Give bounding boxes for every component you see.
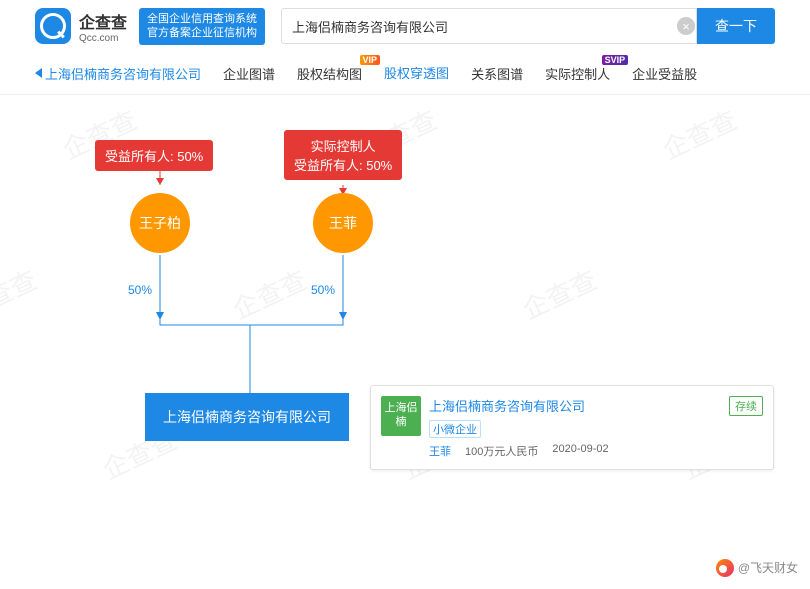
- person-node-1[interactable]: 王子柏: [130, 193, 190, 253]
- brand-en: Qcc.com: [79, 33, 127, 44]
- search-button[interactable]: 查一下: [697, 8, 775, 44]
- registered-capital: 100万元人民币: [465, 443, 538, 459]
- tab-label: 股权结构图: [297, 67, 362, 82]
- company-node[interactable]: 上海侣楠商务咨询有限公司: [145, 393, 349, 441]
- beneficiary-label-1: 受益所有人: 50%: [95, 140, 213, 171]
- tab-label: 实际控制人: [545, 67, 610, 82]
- back-link[interactable]: 上海侣楠商务咨询有限公司: [35, 64, 201, 83]
- controller-line2: 受益所有人: 50%: [294, 155, 392, 174]
- percentage-2: 50%: [311, 283, 335, 297]
- info-body: 上海侣楠商务咨询有限公司 小微企业 王菲 100万元人民币 2020-09-02: [429, 396, 609, 459]
- slogan-line1: 全国企业信用查询系统: [147, 12, 257, 26]
- tabs: 上海侣楠商务咨询有限公司 企业图谱 股权结构图 VIP 股权穿透图 关系图谱 实…: [0, 53, 810, 95]
- tab-relationship-map[interactable]: 关系图谱: [471, 53, 523, 95]
- brand: 企查查 Qcc.com: [79, 9, 127, 44]
- watermark: 企查查: [656, 100, 742, 167]
- tab-actual-controller[interactable]: 实际控制人 SVIP: [545, 53, 610, 95]
- tab-corporate-map[interactable]: 企业图谱: [223, 53, 275, 95]
- diagram-canvas: 企查查 企查查 企查查 企查查 企查查 企查查 企查查 企查查 企查查 受益所有…: [0, 95, 810, 585]
- tab-equity-structure[interactable]: 股权结构图 VIP: [297, 53, 362, 95]
- weibo-attribution: @飞天财女: [716, 559, 798, 577]
- back-arrow-icon: [35, 68, 42, 78]
- controller-label: 实际控制人 受益所有人: 50%: [284, 130, 402, 180]
- watermark: 企查查: [226, 260, 312, 327]
- vip-badge: VIP: [360, 55, 381, 65]
- company-info-card: 上海侣楠 上海侣楠商务咨询有限公司 小微企业 王菲 100万元人民币 2020-…: [370, 385, 774, 470]
- weibo-handle: @飞天财女: [738, 559, 798, 576]
- info-company-title[interactable]: 上海侣楠商务咨询有限公司: [429, 396, 609, 415]
- tab-beneficiary[interactable]: 企业受益股: [632, 53, 697, 95]
- slogan: 全国企业信用查询系统 官方备案企业征信机构: [139, 8, 265, 45]
- person-node-2[interactable]: 王菲: [313, 193, 373, 253]
- establish-date: 2020-09-02: [552, 443, 608, 459]
- watermark: 企查查: [0, 260, 42, 327]
- legal-person[interactable]: 王菲: [429, 443, 451, 459]
- qcc-logo: [35, 8, 71, 44]
- search-wrap: × 查一下: [281, 8, 775, 44]
- percentage-1: 50%: [128, 283, 152, 297]
- slogan-line2: 官方备案企业征信机构: [147, 26, 257, 40]
- watermark: 企查查: [516, 260, 602, 327]
- svip-badge: SVIP: [602, 55, 629, 65]
- weibo-icon: [716, 559, 734, 577]
- search-input[interactable]: [281, 8, 697, 44]
- info-details-row: 王菲 100万元人民币 2020-09-02: [429, 443, 609, 459]
- info-tag-sme: 小微企业: [429, 420, 481, 438]
- back-label: 上海侣楠商务咨询有限公司: [45, 64, 201, 83]
- company-logo-small: 上海侣楠: [381, 396, 421, 436]
- brand-cn: 企查查: [79, 9, 127, 33]
- tab-equity-penetration[interactable]: 股权穿透图: [384, 53, 449, 95]
- controller-line1: 实际控制人: [294, 136, 392, 155]
- status-tag: 存续: [729, 396, 763, 416]
